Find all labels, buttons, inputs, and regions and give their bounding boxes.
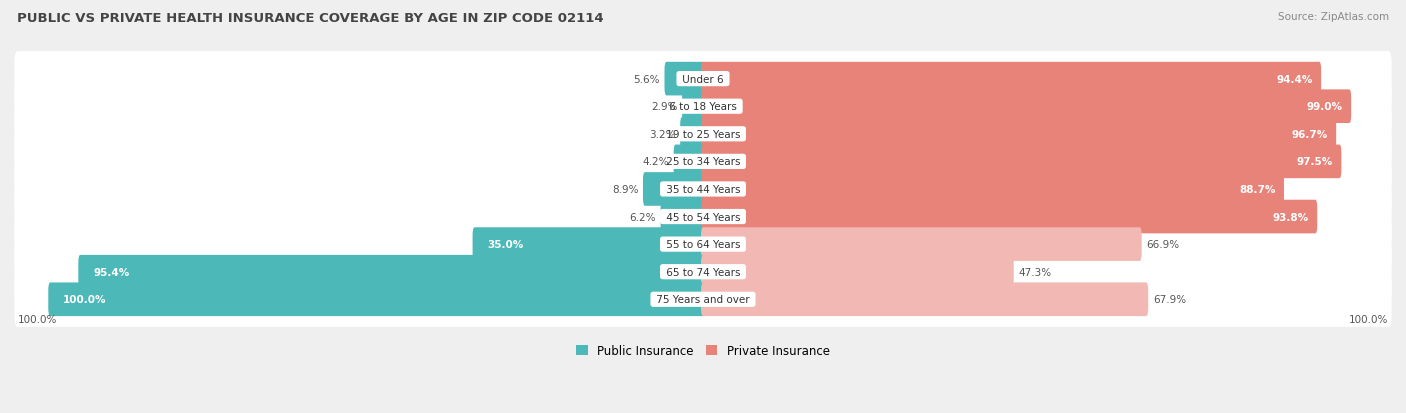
FancyBboxPatch shape bbox=[702, 90, 1351, 124]
Text: 75 Years and over: 75 Years and over bbox=[652, 294, 754, 304]
Text: 45 to 54 Years: 45 to 54 Years bbox=[662, 212, 744, 222]
Text: 97.5%: 97.5% bbox=[1296, 157, 1333, 167]
Text: 67.9%: 67.9% bbox=[1153, 294, 1185, 304]
Text: 88.7%: 88.7% bbox=[1239, 185, 1275, 195]
FancyBboxPatch shape bbox=[14, 162, 1392, 217]
Text: 66.9%: 66.9% bbox=[1146, 240, 1180, 249]
Text: 3.2%: 3.2% bbox=[650, 129, 676, 140]
FancyBboxPatch shape bbox=[665, 63, 704, 96]
FancyBboxPatch shape bbox=[14, 79, 1392, 135]
FancyBboxPatch shape bbox=[48, 283, 704, 316]
Text: 99.0%: 99.0% bbox=[1306, 102, 1343, 112]
FancyBboxPatch shape bbox=[14, 52, 1392, 107]
FancyBboxPatch shape bbox=[79, 255, 704, 289]
Text: 94.4%: 94.4% bbox=[1277, 74, 1313, 84]
FancyBboxPatch shape bbox=[682, 90, 704, 124]
FancyBboxPatch shape bbox=[702, 145, 1341, 179]
Text: 4.2%: 4.2% bbox=[643, 157, 669, 167]
Text: 96.7%: 96.7% bbox=[1292, 129, 1327, 140]
Legend: Public Insurance, Private Insurance: Public Insurance, Private Insurance bbox=[571, 339, 835, 362]
FancyBboxPatch shape bbox=[702, 118, 1336, 151]
Text: 100.0%: 100.0% bbox=[1348, 314, 1388, 324]
FancyBboxPatch shape bbox=[14, 107, 1392, 162]
FancyBboxPatch shape bbox=[643, 173, 704, 206]
FancyBboxPatch shape bbox=[14, 190, 1392, 244]
Text: 100.0%: 100.0% bbox=[18, 314, 58, 324]
FancyBboxPatch shape bbox=[472, 228, 704, 261]
Text: 35.0%: 35.0% bbox=[488, 240, 524, 249]
Text: 5.6%: 5.6% bbox=[634, 74, 659, 84]
Text: 6 to 18 Years: 6 to 18 Years bbox=[666, 102, 740, 112]
FancyBboxPatch shape bbox=[702, 63, 1322, 96]
Text: Source: ZipAtlas.com: Source: ZipAtlas.com bbox=[1278, 12, 1389, 22]
Text: Under 6: Under 6 bbox=[679, 74, 727, 84]
Text: 65 to 74 Years: 65 to 74 Years bbox=[662, 267, 744, 277]
Text: 2.9%: 2.9% bbox=[651, 102, 678, 112]
Text: 93.8%: 93.8% bbox=[1272, 212, 1309, 222]
Text: PUBLIC VS PRIVATE HEALTH INSURANCE COVERAGE BY AGE IN ZIP CODE 02114: PUBLIC VS PRIVATE HEALTH INSURANCE COVER… bbox=[17, 12, 603, 25]
Text: 55 to 64 Years: 55 to 64 Years bbox=[662, 240, 744, 249]
FancyBboxPatch shape bbox=[702, 173, 1284, 206]
FancyBboxPatch shape bbox=[702, 228, 1142, 261]
FancyBboxPatch shape bbox=[702, 255, 1014, 289]
Text: 100.0%: 100.0% bbox=[63, 294, 107, 304]
FancyBboxPatch shape bbox=[702, 283, 1149, 316]
FancyBboxPatch shape bbox=[14, 272, 1392, 327]
FancyBboxPatch shape bbox=[14, 244, 1392, 299]
Text: 25 to 34 Years: 25 to 34 Years bbox=[662, 157, 744, 167]
FancyBboxPatch shape bbox=[673, 145, 704, 179]
FancyBboxPatch shape bbox=[661, 200, 704, 234]
Text: 35 to 44 Years: 35 to 44 Years bbox=[662, 185, 744, 195]
FancyBboxPatch shape bbox=[702, 200, 1317, 234]
Text: 8.9%: 8.9% bbox=[612, 185, 638, 195]
FancyBboxPatch shape bbox=[14, 135, 1392, 190]
Text: 95.4%: 95.4% bbox=[93, 267, 129, 277]
FancyBboxPatch shape bbox=[681, 118, 704, 151]
Text: 6.2%: 6.2% bbox=[630, 212, 657, 222]
Text: 47.3%: 47.3% bbox=[1018, 267, 1052, 277]
FancyBboxPatch shape bbox=[14, 217, 1392, 272]
Text: 19 to 25 Years: 19 to 25 Years bbox=[662, 129, 744, 140]
